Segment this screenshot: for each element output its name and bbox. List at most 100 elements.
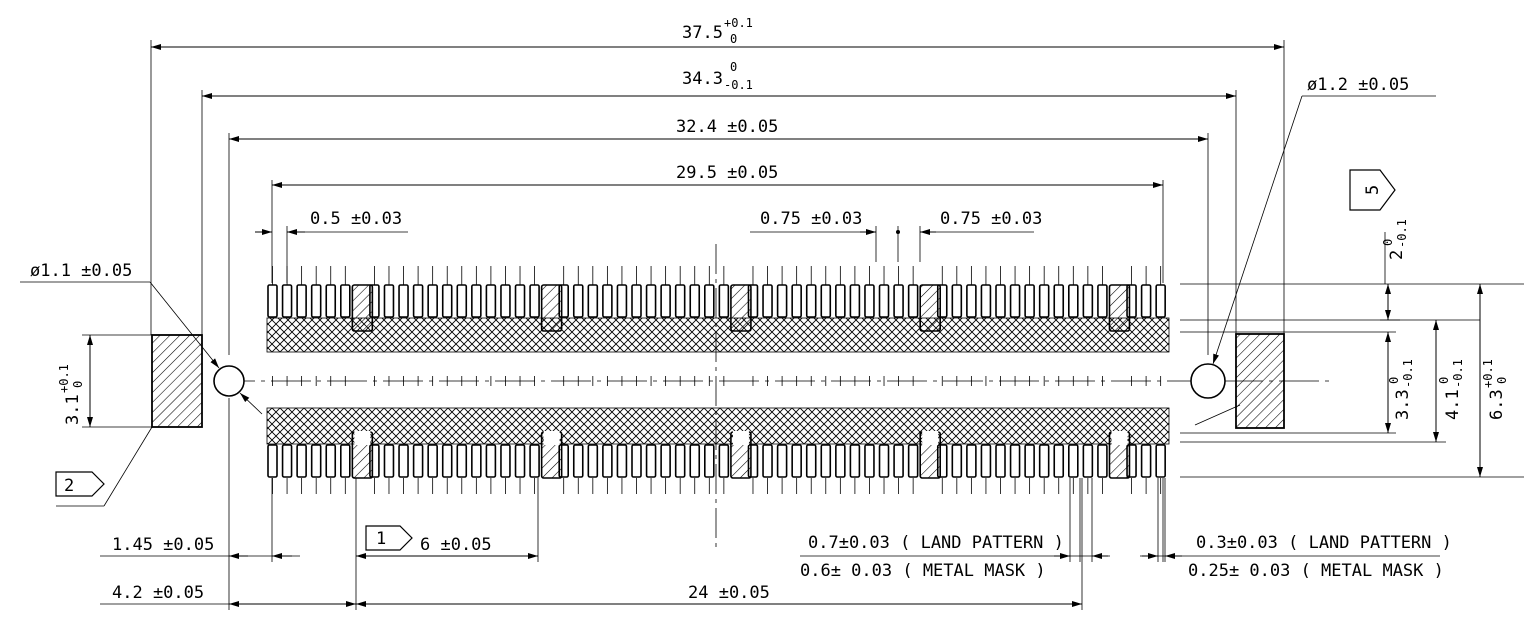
note-2-label: 2 [64,476,74,496]
bottom-pad [893,444,904,478]
top-pad [471,284,482,318]
top-pad [805,284,817,318]
top-pad [1097,284,1108,318]
top-pad [296,284,307,318]
land-pattern-07: 0.7±0.03 ( LAND PATTERN ) [808,533,1064,553]
note-flag-5: 5 [1349,169,1396,211]
bottom-pad [1068,444,1079,478]
top-pad [1068,284,1079,318]
bottom-pad [412,444,424,478]
top-pad [631,284,642,318]
top-pad [907,284,919,318]
bottom-pad [762,444,773,478]
note-flag-2: 2 [55,426,153,507]
bottom-pad [310,444,322,478]
bottom-pad [776,444,788,478]
top-pad [893,284,904,318]
bottom-pad [907,444,919,478]
bottom-pad [791,444,802,478]
bottom-pad [878,444,890,478]
bottom-pad [485,444,497,478]
bottom-pad [1038,444,1050,478]
bottom-pad [951,444,963,478]
center-ticks [272,376,1162,386]
top-pad [645,284,657,318]
top-pad [325,284,337,318]
top-pad [718,284,730,318]
key-pad-mask-gap [543,431,560,445]
bottom-pad [500,444,511,478]
bottom-pad [441,444,453,478]
bottom-pad [529,444,540,478]
bottom-pad [835,444,846,478]
dim-slot-to-ref: 4.2 ±0.05 [112,583,204,603]
top-pad [412,284,424,318]
left-hole [213,365,245,397]
dim-overall-width-upper: +0.1 [724,16,753,30]
dim-inner-rows-upper: 0 [1387,377,1401,384]
bottom-pad [383,444,395,478]
top-pad [674,284,686,318]
top-pad-row [267,266,1166,318]
top-pad [835,284,846,318]
left-slot [151,334,203,428]
top-pad [703,284,715,318]
upper-mask-band [266,317,1170,353]
dim-pad-span: 29.5 ±0.05 [676,163,778,183]
dim-total-h: 6.3 [1487,389,1507,420]
bottom-pad [1024,444,1035,478]
top-pad [791,284,802,318]
note-5-label: 5 [1363,185,1383,195]
bottom-pad [325,444,337,478]
top-pad [1140,284,1152,318]
note-flag-1: 1 [365,525,413,551]
bottom-pad [1053,444,1065,478]
dim-pad-pitch: 0.5 ±0.03 [310,209,402,229]
bottom-pad [1097,444,1108,478]
top-pad [864,284,875,318]
dim-outer-rows-lower: -0.1 [1451,359,1465,388]
top-pad [820,284,832,318]
top-pad [1038,284,1050,318]
dim-slot-to-pad: 1.45 ±0.05 [112,535,214,555]
key-pad-mask-gap [732,431,749,445]
right-hole [1190,363,1226,399]
bottom-pad [602,444,613,478]
bottom-pad [645,444,657,478]
top-pad [849,284,861,318]
top-key-pad [351,284,374,332]
top-pad [966,284,977,318]
key-pad-mask-gap [922,431,939,445]
bottom-pad [820,444,832,478]
top-pad [1155,284,1166,318]
top-key-pad [919,284,942,332]
bottom-pad [339,444,351,478]
dim-left-slot-h-lower: 0 [71,381,85,388]
top-pad [878,284,890,318]
top-pad [485,284,497,318]
dim-holes-pitch-lower: -0.1 [724,78,753,92]
bottom-pad [631,444,642,478]
top-pad [339,284,351,318]
bottom-pad [514,444,526,478]
bottom-pad [427,444,438,478]
lower-mask-band [266,407,1170,445]
top-dimensions [150,40,1285,355]
top-pad [398,284,409,318]
key-pads [351,284,1131,479]
top-pad [1082,284,1094,318]
dim-right-hole: ø1.2 ±0.05 [1307,75,1409,95]
dim-holes-pitch: 34.3 [682,69,723,89]
top-pad [427,284,438,318]
dim-holes-pitch-upper: 0 [730,60,737,74]
right-vertical-dimensions: 2 0 -0.1 3.3 0 -0.1 4.1 0 -0.1 6.3 +0.1 … [1180,219,1524,478]
top-pad [572,284,584,318]
key-pad-mask-gap [354,431,371,445]
bottom-pad-row [267,444,1166,494]
dim-group-pitch: 6 ±0.05 [420,535,492,555]
top-pad [980,284,992,318]
bottom-pad [572,444,584,478]
bottom-pad [1140,444,1152,478]
top-pad [995,284,1006,318]
